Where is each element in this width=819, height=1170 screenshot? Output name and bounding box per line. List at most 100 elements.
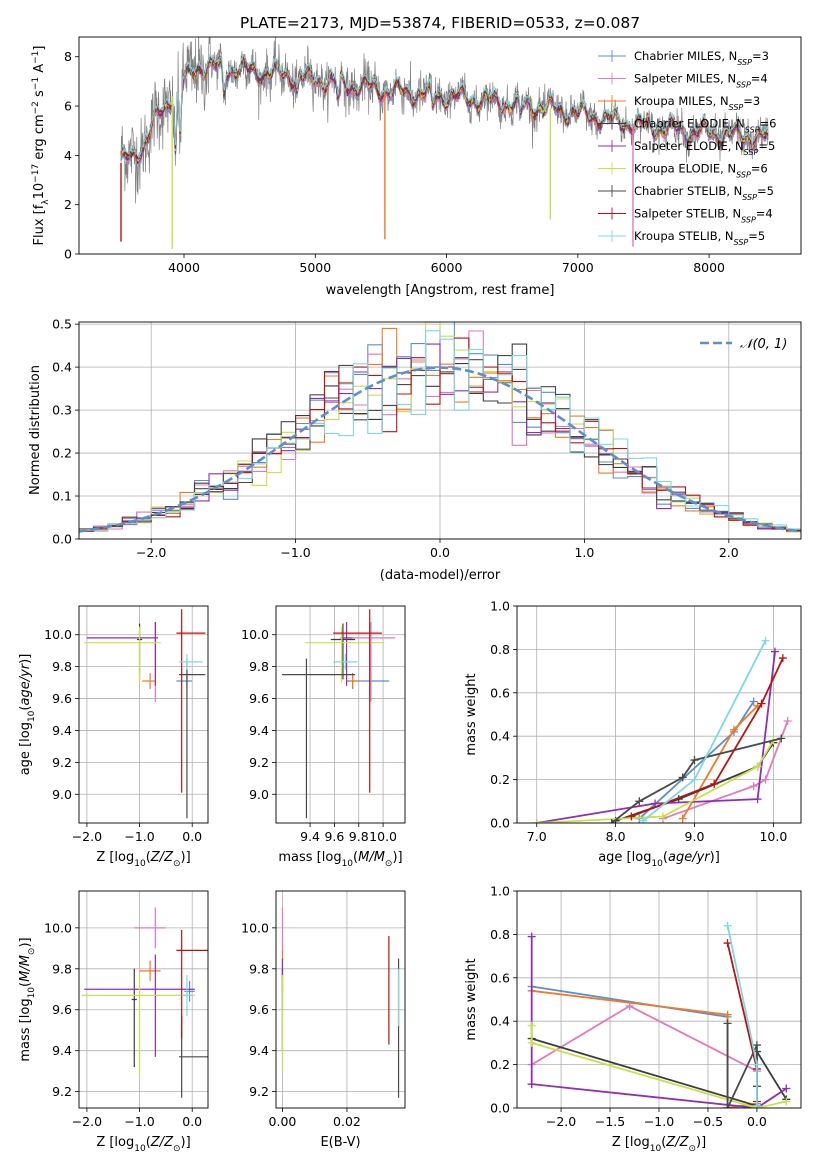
- axes-frame: [275, 890, 406, 1109]
- y-tick-label: 9.2: [249, 1084, 269, 1099]
- plot-area-residuals: [79, 322, 801, 536]
- legend-entry: Salpeter STELIB, NSSP=4: [634, 207, 773, 225]
- x-tick-label: 0.0: [182, 1114, 202, 1129]
- plot-area-mass-vs-EBV: [281, 907, 400, 1098]
- mass-weight-marker: [723, 1104, 732, 1108]
- mass-weight-marker: [710, 779, 719, 788]
- y-tick-label: 4: [64, 148, 72, 163]
- mass-weight-marker: [753, 762, 762, 771]
- y-tick-label: 9.6: [52, 691, 72, 706]
- x-tick-label: 2.0: [719, 545, 739, 560]
- x-tick-label: 0.02: [333, 1114, 361, 1129]
- mass-weight-line: [536, 740, 775, 823]
- panel-massweight-vs-age: 7.0 8.0 9.0 10.0 0.0 0.2 0.4 0.6 0.8 1.0 age [log1…: [464, 599, 802, 869]
- mass-weight-marker: [782, 1097, 791, 1106]
- mass-weight-line: [611, 737, 782, 823]
- mass-weight-marker: [753, 795, 762, 804]
- normal-curve: [79, 366, 801, 533]
- y-tick-label: 8: [64, 49, 72, 64]
- mass-weight-marker: [749, 697, 758, 706]
- y-tick-label: 9.0: [249, 787, 269, 802]
- mass-weight-line: [631, 657, 784, 818]
- panel-mass-vs-EBV: 0.00 0.02 9.2 9.4 9.6 9.8 10.0 E(B-V): [241, 890, 406, 1150]
- residual-histogram: [79, 330, 801, 534]
- mass-weight-marker: [607, 819, 616, 823]
- y-tick-label: 0.2: [490, 772, 510, 787]
- mass-weight-marker: [723, 921, 732, 930]
- x-axis-label: wavelength [Angstrom, rest frame]: [326, 283, 555, 298]
- x-tick-label: 5000: [299, 260, 331, 275]
- mass-weight-marker: [782, 1084, 791, 1093]
- mass-weight-marker: [527, 1021, 536, 1030]
- mass-weight-marker: [651, 799, 660, 808]
- axes-frame: [78, 36, 802, 255]
- plot-area-massweight-vs-age: [532, 636, 792, 823]
- plot-area-massweight-vs-Z: [527, 921, 791, 1108]
- legend-entry: Salpeter ELODIE, NSSP=5: [634, 139, 775, 157]
- y-axis-label: mass weight: [464, 673, 479, 755]
- mass-weight-line: [536, 651, 776, 823]
- x-tick-label: −2.0: [136, 545, 166, 560]
- y-tick-label: 0.2: [490, 1057, 510, 1072]
- panel-mass-vs-Z: −2.0 −1.0 0.0 9.2 9.4 9.6 9.8 10.0 Z [log10(Z/Z⊙…: [18, 890, 209, 1154]
- x-tick-label: 0.0: [747, 1114, 767, 1129]
- y-tick-label: 0.3: [52, 403, 72, 418]
- y-tick-label: 9.2: [52, 755, 72, 770]
- x-tick-label: 0.00: [269, 1114, 297, 1129]
- x-axis-label: Z [log10(Z/Z⊙)]: [612, 1135, 706, 1154]
- x-tick-label: 0.0: [430, 545, 450, 560]
- y-axis-label: Normed distribution: [28, 365, 43, 495]
- panel-spectrum: 4000 5000 6000 7000 8000 0 2 4 6 8 Chabrier MILES,…: [31, 36, 802, 298]
- mass-weight-marker: [723, 1019, 732, 1028]
- y-axis-label: mass weight: [464, 958, 479, 1040]
- y-tick-label: 0.4: [490, 729, 510, 744]
- y-tick-label: 9.0: [52, 787, 72, 802]
- x-tick-label: 9.6: [324, 829, 344, 844]
- mass-weight-marker: [527, 1038, 536, 1047]
- y-tick-label: 0.0: [490, 1101, 510, 1116]
- mass-weight-marker: [635, 797, 644, 806]
- y-tick-label: 9.2: [52, 1084, 72, 1099]
- mass-weight-marker: [778, 654, 787, 663]
- y-tick-label: 0: [64, 247, 72, 262]
- legend: Chabrier MILES, NSSP=3 Salpeter MILES, NS…: [598, 49, 776, 247]
- y-tick-label: 2: [64, 197, 72, 212]
- y-tick-label: 9.4: [52, 1043, 72, 1058]
- y-tick-label: 10.0: [241, 627, 269, 642]
- axes-frame: [78, 605, 209, 824]
- x-tick-label: 9.0: [685, 829, 705, 844]
- y-axis-label: mass [log10(M/M⊙)]: [18, 937, 37, 1061]
- mass-weight-line: [726, 1023, 758, 1108]
- model-spectrum-line: [120, 53, 769, 159]
- y-tick-label: 9.2: [249, 755, 269, 770]
- mass-weight-line: [530, 1025, 787, 1108]
- x-tick-label: 4000: [168, 260, 200, 275]
- panel-age-vs-Z: −2.0 −1.0 0.0 9.0 9.2 9.4 9.6 9.8 10.0 Z [log10(Z…: [18, 605, 209, 869]
- x-tick-label: 10.0: [369, 829, 397, 844]
- x-axis-label: Z [log10(Z/Z⊙)]: [96, 1135, 190, 1154]
- x-tick-label: −1.0: [280, 545, 310, 560]
- y-tick-label: 10.0: [44, 920, 72, 935]
- axes-frame: [516, 890, 802, 1109]
- mass-weight-marker: [678, 814, 687, 823]
- figure-title: PLATE=2173, MJD=53874, FIBERID=0533, z=0…: [240, 14, 640, 32]
- x-tick-label: 7000: [562, 260, 594, 275]
- y-tick-label: 9.6: [249, 691, 269, 706]
- legend-entry: Chabrier MILES, NSSP=3: [634, 49, 769, 67]
- legend-entry: Salpeter MILES, NSSP=4: [634, 72, 768, 90]
- x-tick-label: −2.0: [546, 1114, 576, 1129]
- mass-weight-marker: [783, 717, 792, 726]
- mass-weight-marker: [723, 939, 732, 948]
- mass-weight-marker: [729, 725, 738, 734]
- mass-weight-marker: [752, 1041, 761, 1050]
- mass-weight-marker: [777, 734, 786, 743]
- y-tick-label: 10.0: [44, 627, 72, 642]
- x-tick-label: 6000: [431, 260, 463, 275]
- mass-weight-marker: [527, 932, 536, 941]
- mass-weight-marker: [678, 773, 687, 782]
- mass-weight-marker: [532, 819, 541, 823]
- plot-area-spectrum: [120, 37, 769, 250]
- mass-weight-marker: [639, 816, 648, 823]
- y-tick-label: 0.2: [52, 446, 72, 461]
